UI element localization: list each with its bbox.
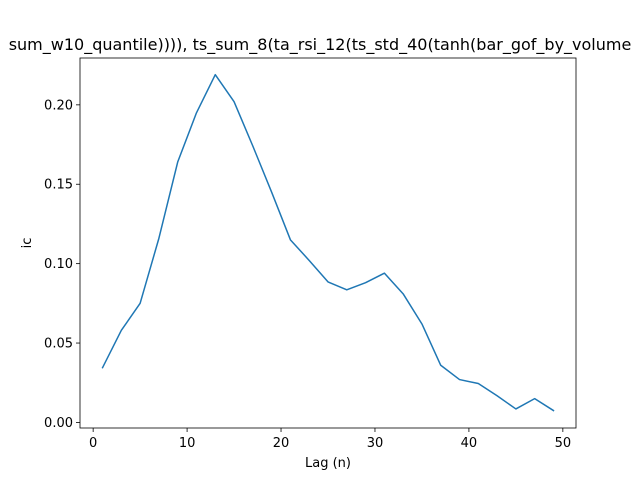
chart-title: sum_w10_quantile)))), ts_sum_8(ta_rsi_12… [9, 35, 632, 55]
y-axis-ticks: 0.00 0.05 0.10 0.15 0.20 [44, 98, 80, 431]
x-axis-label: Lag (n) [305, 456, 351, 471]
data-points [102, 74, 554, 411]
x-tick-label: 40 [461, 436, 478, 451]
x-tick-label: 20 [273, 436, 290, 451]
y-tick-label: 0.15 [44, 178, 73, 193]
y-tick-label: 0.05 [44, 337, 73, 352]
y-tick-label: 0.10 [44, 257, 73, 272]
x-tick-label: 10 [179, 436, 196, 451]
y-axis-label: ic [20, 238, 35, 249]
x-tick-label: 50 [555, 436, 572, 451]
y-tick-label: 0.00 [44, 416, 73, 431]
x-tick-label: 0 [89, 436, 97, 451]
x-axis-ticks: 0 10 20 30 40 50 [89, 428, 571, 451]
plot-area [79, 57, 577, 429]
x-tick-label: 30 [367, 436, 384, 451]
y-tick-label: 0.20 [44, 98, 73, 113]
